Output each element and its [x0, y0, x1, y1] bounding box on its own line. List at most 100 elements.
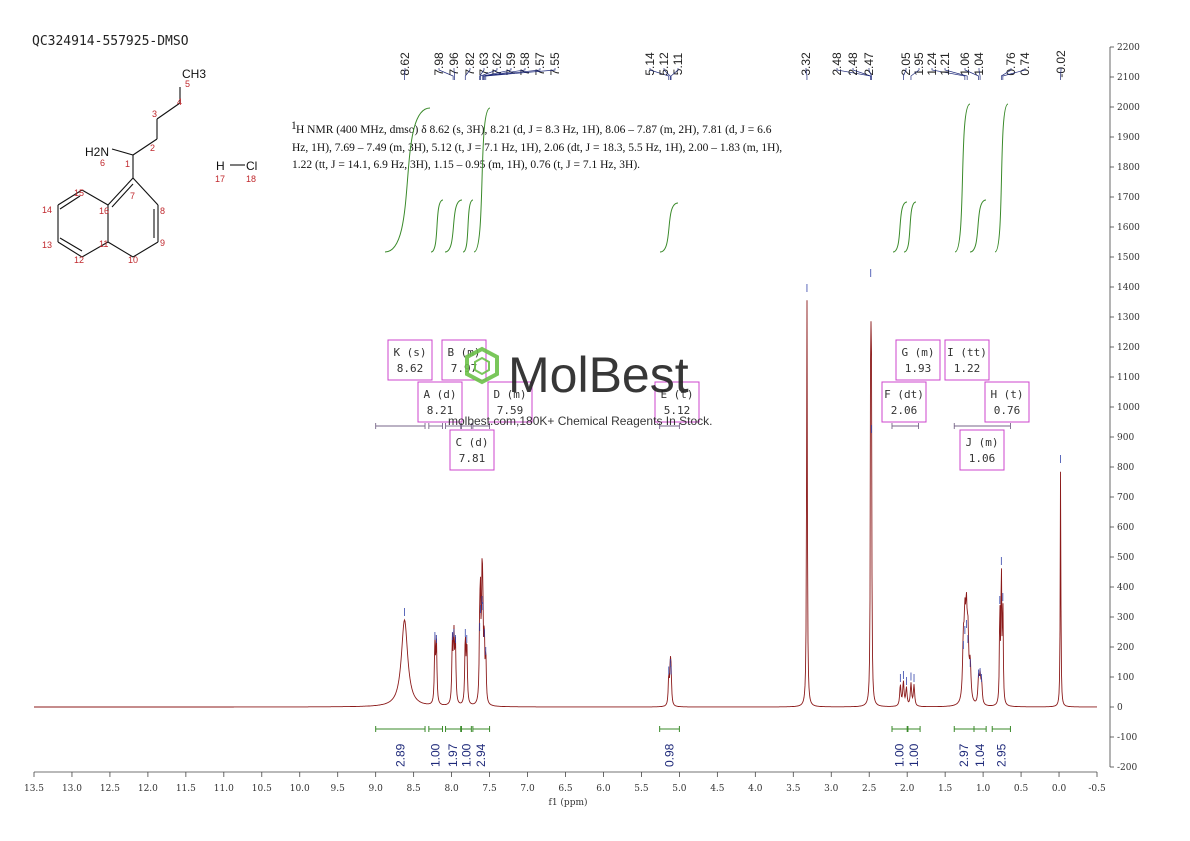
watermark-brand: MolBest	[508, 347, 689, 403]
peak-label-connector	[978, 68, 981, 80]
multiplet-shift: 7.81	[459, 452, 486, 465]
y-tick-label: 900	[1117, 433, 1134, 443]
integral-curve	[384, 107, 431, 253]
multiplet-box	[959, 429, 1005, 471]
multiplet-box	[944, 339, 990, 381]
y-tick-label: 100	[1117, 673, 1134, 683]
x-tick-label: 11.5	[176, 784, 196, 794]
peak-label-connector	[485, 68, 556, 80]
y-tick-label: 200	[1117, 643, 1134, 653]
desc-line-1: H NMR (400 MHz, dmso) δ 8.62 (s, 3H), 8.…	[296, 124, 772, 136]
x-tick-label: 10.5	[252, 784, 272, 794]
integral-value: 2.89	[393, 743, 407, 767]
integral-curve	[892, 201, 908, 253]
y-tick-label: 1600	[1117, 223, 1140, 233]
multiplet-box	[417, 381, 463, 423]
atom-number: 13	[42, 240, 52, 250]
integral-value: 1.00	[459, 743, 473, 767]
spectrum-line	[34, 300, 1097, 708]
x-tick-label: 1.5	[938, 784, 953, 794]
multiplet-shift: 1.06	[969, 452, 996, 465]
watermark-tagline: molbest.com,180K+ Chemical Reagents In S…	[448, 414, 712, 428]
molecule-structure	[57, 87, 245, 258]
x-tick-label: 6.5	[558, 784, 573, 794]
atom-num-17: 17	[215, 174, 225, 184]
multiplet-shift: 8.62	[397, 362, 424, 375]
peak-label-connector	[663, 68, 671, 80]
multiplet-shift: 1.22	[954, 362, 981, 375]
peak-label: 7.58	[518, 52, 532, 76]
atom-number: 15	[74, 188, 84, 198]
desc-superscript: 1	[291, 120, 297, 132]
peak-label-connector	[483, 68, 541, 80]
y-tick-label: 1400	[1117, 283, 1140, 293]
molbest-watermark: MolBest molbest.com,180K+ Chemical Reage…	[448, 346, 712, 428]
integral-value: 1.00	[893, 743, 907, 767]
multiplet-name: J (m)	[965, 436, 998, 449]
peak-label-connector	[649, 68, 670, 80]
integrals: 2.89 1.00 1.97 1.00 2.94 0.98 1.00 1.00 2.97 1.04…	[375, 726, 1011, 767]
molbest-logo-icon	[465, 346, 499, 385]
atom-number: 10	[128, 255, 138, 265]
integral-curve	[444, 199, 463, 253]
y-tick-label: 1300	[1117, 313, 1140, 323]
peak-label: 7.96	[447, 52, 461, 76]
integral-curve	[994, 103, 1009, 253]
multiplet-box	[387, 339, 433, 381]
peak-label: 5.11	[671, 52, 685, 75]
x-axis-label: f1 (ppm)	[549, 797, 588, 808]
multiplet-name: G (m)	[901, 346, 934, 359]
x-tick-label: 5.5	[634, 784, 649, 794]
y-tick-label: 1900	[1117, 133, 1140, 143]
x-tick-label: 2.5	[862, 784, 877, 794]
peak-label-connector	[805, 68, 808, 80]
y-tick-label: -200	[1117, 763, 1137, 773]
peak-label-connector	[910, 68, 920, 80]
x-tick-label: 0.0	[1052, 784, 1067, 794]
integral-curve	[969, 199, 987, 253]
integral-value: 1.00	[907, 743, 921, 767]
x-tick-label: 7.0	[520, 784, 535, 794]
multiplet-name: H (t)	[990, 388, 1023, 401]
atom-number: 7	[130, 191, 135, 201]
x-tick-label: 1.0	[976, 784, 991, 794]
x-tick-label: 0.5	[1014, 784, 1029, 794]
x-tick-label: -0.5	[1088, 784, 1106, 794]
integral-value: 0.98	[663, 743, 677, 767]
y-tick-label: 1800	[1117, 163, 1140, 173]
peak-label: 5.12	[657, 52, 671, 76]
y-tick-label: -100	[1117, 733, 1137, 743]
peak-label: 2.48	[846, 52, 860, 76]
x-tick-label: 2.0	[900, 784, 915, 794]
integral-value: 1.97	[446, 743, 460, 767]
peak-label: 0.76	[1004, 52, 1018, 76]
x-tick-label: 9.0	[369, 784, 384, 794]
integral-value: 2.95	[994, 743, 1008, 767]
multiplet-name: I (tt)	[947, 346, 987, 359]
multiplet-box	[895, 339, 941, 381]
integral-value: 2.97	[957, 743, 971, 767]
multiplet-name: E (t)	[660, 388, 693, 401]
atom-number: 2	[150, 143, 155, 153]
multiplet-name: A (d)	[423, 388, 456, 401]
peak-label-connector	[482, 68, 512, 80]
atom-ch3: CH3	[182, 67, 206, 81]
peak-label-connector	[868, 68, 872, 80]
x-tick-label: 3.5	[786, 784, 801, 794]
multiplet-shift: 8.21	[427, 404, 454, 417]
multiplet-shift: 0.76	[994, 404, 1021, 417]
multiplet-shift: 7.97	[451, 362, 478, 375]
sample-id: QC324914-557925-DMSO	[32, 34, 189, 49]
peak-label: 2.05	[899, 52, 913, 76]
peak-label: 7.55	[548, 52, 562, 76]
peak-label-connector	[480, 68, 498, 80]
atom-cl: Cl	[246, 159, 257, 173]
x-tick-label: 11.0	[214, 784, 234, 794]
peak-label: 7.57	[533, 52, 547, 76]
x-tick-label: 12.5	[100, 784, 120, 794]
x-tick-label: 10.0	[290, 784, 310, 794]
x-tick-label: 12.0	[138, 784, 158, 794]
peak-label-connector	[903, 68, 907, 80]
